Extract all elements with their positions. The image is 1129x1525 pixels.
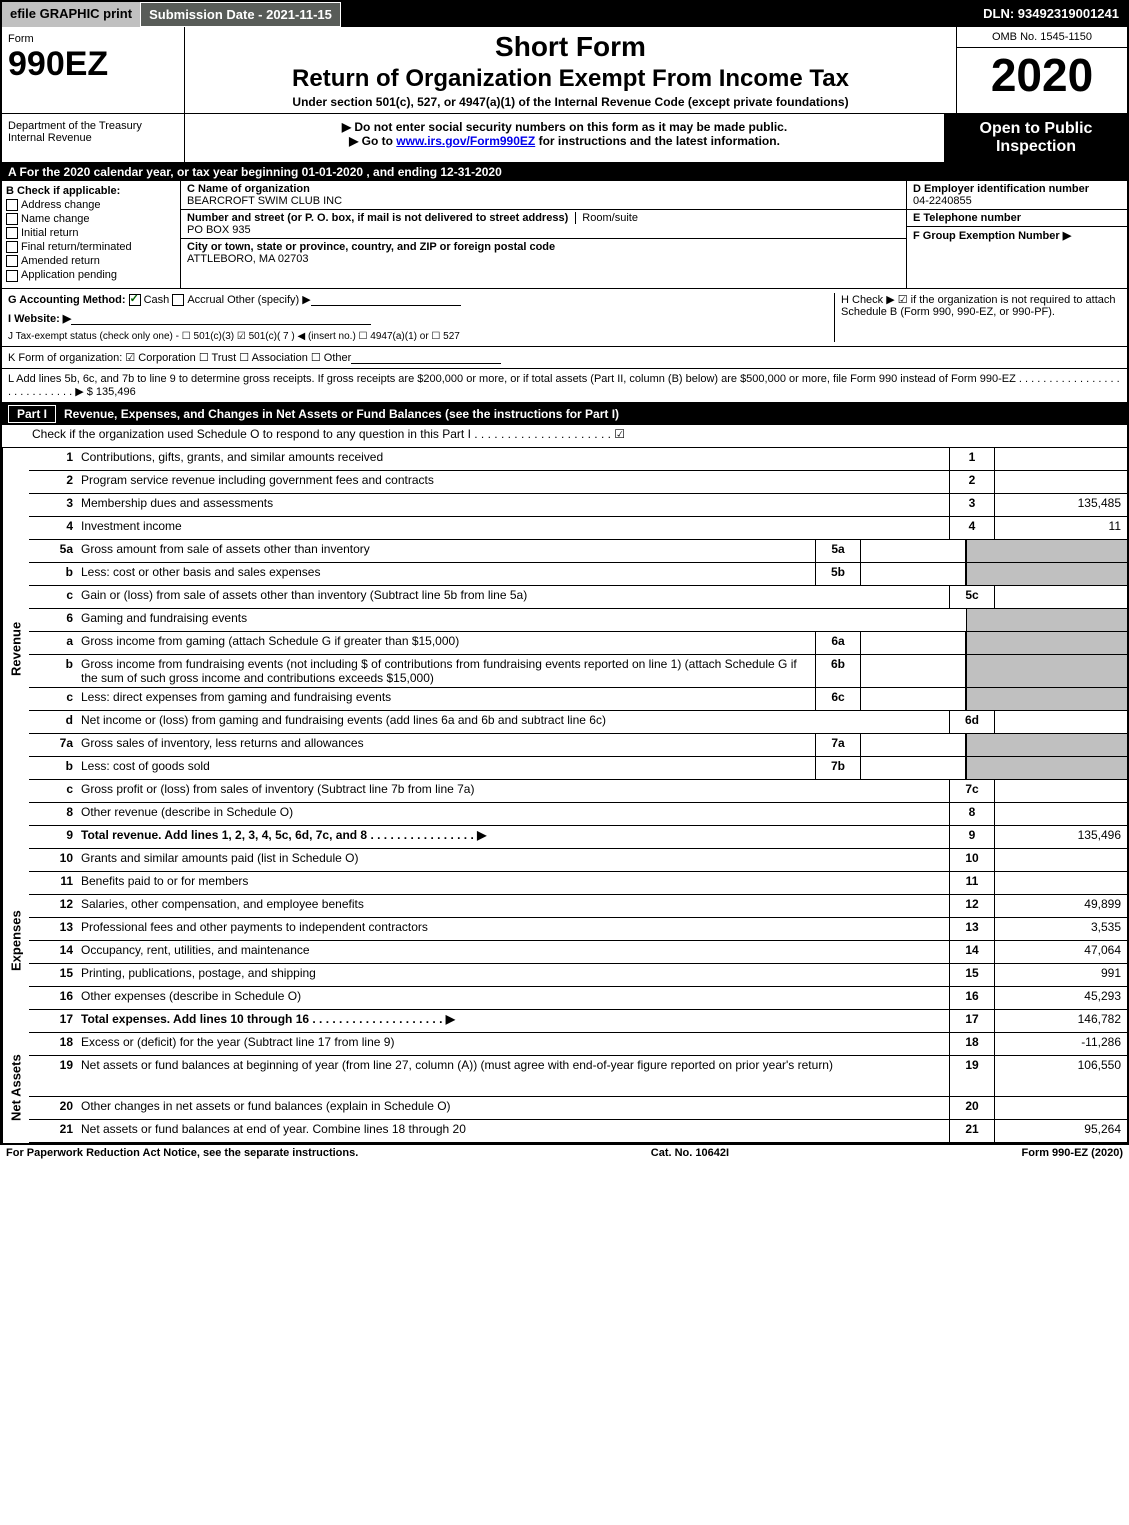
warning-2: ▶ Go to www.irs.gov/Form990EZ for instru… (195, 134, 934, 148)
part-1-check: Check if the organization used Schedule … (2, 425, 1127, 448)
netassets-label: Net Assets (2, 1033, 29, 1143)
form-container: efile GRAPHIC print Submission Date - 20… (0, 0, 1129, 1145)
expenses-group: Expenses 10Grants and similar amounts pa… (2, 849, 1127, 1033)
expenses-label: Expenses (2, 849, 29, 1033)
revenue-group: Revenue 1Contributions, gifts, grants, a… (2, 448, 1127, 849)
org-name: BEARCROFT SWIM CLUB INC (187, 195, 900, 207)
title-main: Return of Organization Exempt From Incom… (195, 65, 946, 93)
ein-value: 04-2240855 (913, 195, 1121, 207)
cash-checkbox[interactable] (129, 294, 141, 306)
form-label: Form (8, 33, 178, 45)
section-k: K Form of organization: ☑ Corporation ☐ … (2, 347, 1127, 369)
footer-right: Form 990-EZ (2020) (1022, 1147, 1123, 1159)
org-address: PO BOX 935 (187, 224, 900, 236)
ein-box: D Employer identification number 04-2240… (906, 181, 1127, 288)
form-number: 990EZ (8, 45, 178, 84)
tax-year: 2020 (957, 48, 1127, 102)
top-bar: efile GRAPHIC print Submission Date - 20… (2, 2, 1127, 27)
check-final[interactable]: Final return/terminated (6, 241, 176, 253)
inspection-box: Open to Public Inspection (944, 114, 1127, 162)
footer: For Paperwork Reduction Act Notice, see … (0, 1145, 1129, 1161)
section-h: H Check ▶ ☑ if the organization is not r… (834, 293, 1121, 342)
info-grid: B Check if applicable: Address change Na… (2, 181, 1127, 289)
header-row: Form 990EZ Short Form Return of Organiza… (2, 27, 1127, 114)
title-short: Short Form (195, 31, 946, 63)
footer-left: For Paperwork Reduction Act Notice, see … (6, 1147, 358, 1159)
section-b: B Check if applicable: Address change Na… (2, 181, 181, 288)
org-city-label: City or town, state or province, country… (187, 241, 896, 253)
check-name[interactable]: Name change (6, 213, 176, 225)
phone-label: E Telephone number (913, 212, 1121, 224)
check-amended[interactable]: Amended return (6, 255, 176, 267)
group-exemption: F Group Exemption Number ▶ (913, 229, 1121, 242)
submission-date: Submission Date - 2021-11-15 (140, 2, 341, 27)
section-b-header: B Check if applicable: (6, 185, 176, 197)
check-initial[interactable]: Initial return (6, 227, 176, 239)
check-pending[interactable]: Application pending (6, 269, 176, 281)
part-1-header: Part I Revenue, Expenses, and Changes in… (2, 403, 1127, 425)
check-address[interactable]: Address change (6, 199, 176, 211)
period-row: A For the 2020 calendar year, or tax yea… (2, 163, 1127, 181)
irs-link[interactable]: www.irs.gov/Form990EZ (396, 134, 535, 148)
dln-label: DLN: 93492319001241 (975, 2, 1127, 27)
title-box: Short Form Return of Organization Exempt… (185, 27, 956, 113)
section-c: C Name of organization BEARCROFT SWIM CL… (181, 181, 906, 288)
footer-mid: Cat. No. 10642I (651, 1147, 729, 1159)
year-box: OMB No. 1545-1150 2020 (956, 27, 1127, 113)
org-name-label: C Name of organization (187, 183, 896, 195)
dept-box: Department of the Treasury Internal Reve… (2, 114, 185, 162)
revenue-label: Revenue (2, 448, 29, 849)
title-subtitle: Under section 501(c), 527, or 4947(a)(1)… (195, 95, 946, 109)
warning-1: ▶ Do not enter social security numbers o… (195, 120, 934, 134)
org-city: ATTLEBORO, MA 02703 (187, 253, 900, 265)
form-box: Form 990EZ (2, 27, 185, 113)
header-row-2: Department of the Treasury Internal Reve… (2, 114, 1127, 163)
efile-label[interactable]: efile GRAPHIC print (2, 2, 140, 27)
section-l: L Add lines 5b, 6c, and 7b to line 9 to … (2, 369, 1127, 403)
instructions-box: ▶ Do not enter social security numbers o… (185, 114, 944, 162)
ein-label: D Employer identification number (913, 183, 1121, 195)
section-j: J Tax-exempt status (check only one) - ☐… (8, 331, 834, 342)
section-g-h: G Accounting Method: Cash Accrual Other … (2, 289, 1127, 347)
netassets-group: Net Assets 18Excess or (deficit) for the… (2, 1033, 1127, 1143)
omb-number: OMB No. 1545-1150 (957, 27, 1127, 48)
accrual-checkbox[interactable] (172, 294, 184, 306)
